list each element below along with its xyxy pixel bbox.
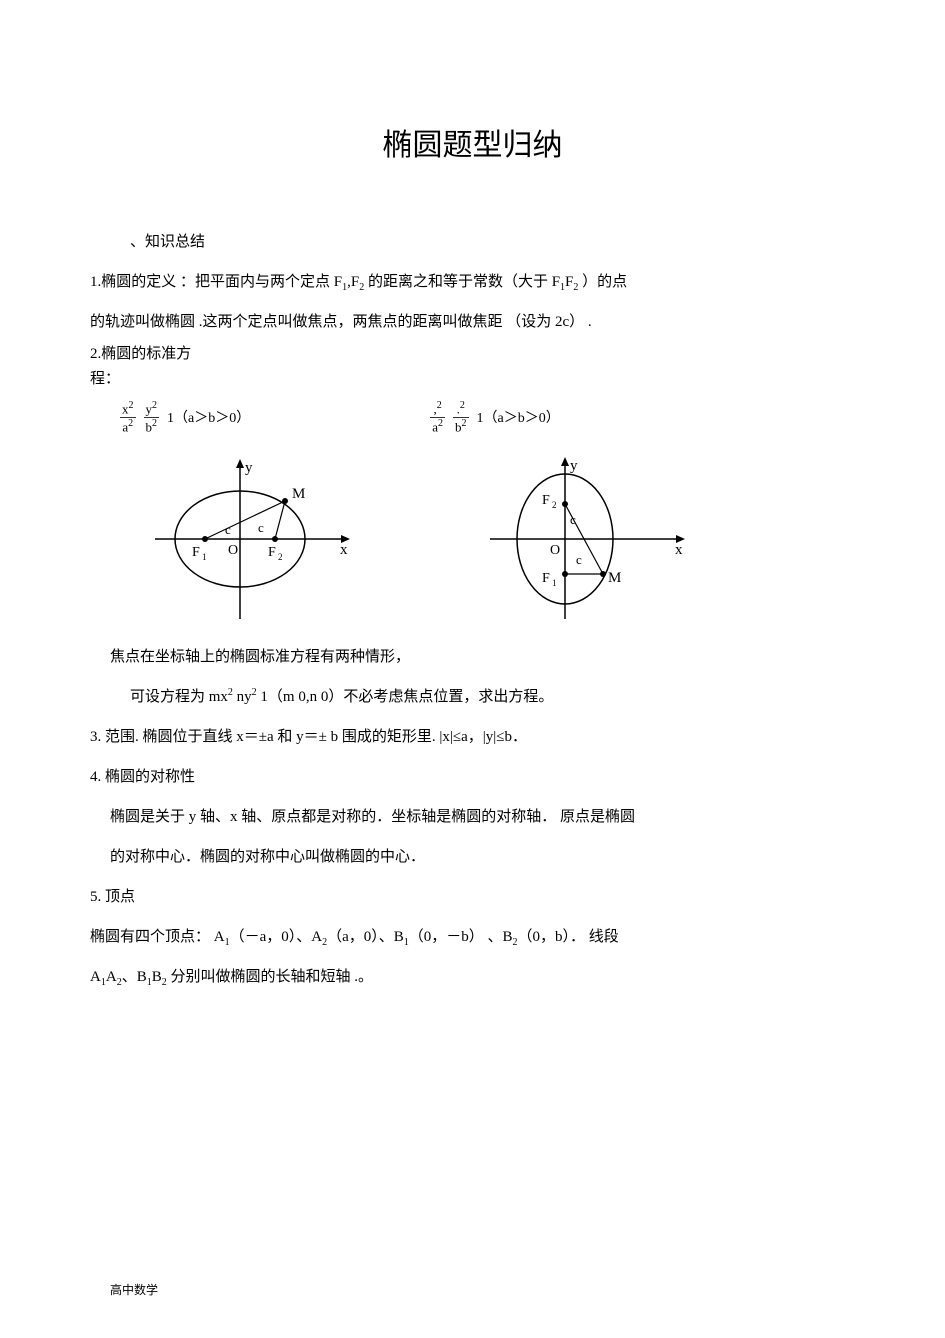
diagram-row: y x O F1 F2 M c c y x O F2 F1 M c c (150, 454, 855, 629)
txt: （－a，0）、A (230, 929, 323, 945)
svg-text:y: y (570, 458, 578, 474)
item-5: 5. 顶点 (90, 879, 855, 915)
section-heading: 、知识总结 (90, 224, 855, 260)
txt: 、B (122, 969, 147, 985)
txt: 可设方程为 mx (130, 689, 228, 705)
note-1: 焦点在坐标轴上的椭圆标准方程有两种情形， (90, 639, 855, 675)
svg-text:1: 1 (552, 578, 557, 588)
item-3: 3. 范围. 椭圆位于直线 x＝±a 和 y＝± b 围成的矩形里. |x|≤a… (90, 719, 855, 755)
svg-text:F: F (542, 493, 550, 508)
equation-2: ,2a2 .2b2 1（a＞b＞0） (430, 400, 560, 434)
svg-text:F: F (268, 545, 276, 560)
svg-text:F: F (542, 571, 550, 586)
equation-1: x2a2 y2b2 1（a＞b＞0） (120, 400, 250, 434)
txt: 1.椭圆的定义 ：把平面内与两个定点 F (90, 274, 342, 290)
item-4: 4. 椭圆的对称性 (90, 759, 855, 795)
item-5-body-2: A1A2、B1B2 分别叫做椭圆的长轴和短轴 .。 (90, 959, 855, 995)
svg-text:O: O (550, 543, 560, 558)
fraction: y2b2 (144, 400, 160, 434)
svg-text:x: x (675, 542, 683, 558)
txt: 椭圆有四个顶点： A (90, 929, 225, 945)
std-eq-heading: 2.椭圆的标准方 (90, 344, 855, 365)
svg-text:c: c (258, 520, 264, 535)
txt: （a，0）、B (327, 929, 404, 945)
txt: B (152, 969, 162, 985)
svg-text:F: F (192, 545, 200, 560)
svg-text:y: y (245, 460, 253, 476)
svg-text:c: c (225, 522, 231, 537)
definition-line-1b: 的轨迹叫做椭圆 .这两个定点叫做焦点，两焦点的距离叫做焦距 （设为 2c） . (90, 304, 855, 340)
fraction: .2b2 (453, 400, 469, 434)
txt: A (106, 969, 117, 985)
item-4-body-b: 的对称中心．椭圆的对称中心叫做椭圆的中心． (90, 839, 855, 875)
fraction: ,2a2 (430, 400, 445, 434)
txt: ）的点 (578, 274, 627, 290)
txt: （0，b）． 线段 (518, 929, 619, 945)
definition-line-1: 1.椭圆的定义 ：把平面内与两个定点 F1,F2 的距离之和等于常数（大于 F1… (90, 264, 855, 300)
txt: ,F (347, 274, 359, 290)
svg-text:2: 2 (278, 552, 283, 562)
txt: A (90, 969, 101, 985)
txt: （0，－b） 、B (409, 929, 513, 945)
fraction: x2a2 (120, 400, 136, 434)
txt: 1（m 0,n 0）不必考虑焦点位置，求出方程。 (257, 689, 554, 705)
eq-tail: 1（a＞b＞0） (167, 407, 250, 427)
page-title: 椭圆题型归纳 (90, 120, 855, 164)
eq-tail: 1（a＞b＞0） (477, 407, 560, 427)
std-eq-heading-b: 程： (90, 369, 855, 390)
txt: 分别叫做椭圆的长轴和短轴 .。 (167, 969, 373, 985)
svg-text:c: c (576, 552, 582, 567)
svg-text:1: 1 (202, 552, 207, 562)
svg-text:O: O (228, 543, 238, 558)
txt: 的距离之和等于常数（大于 F (364, 274, 560, 290)
svg-text:x: x (340, 542, 348, 558)
svg-text:2: 2 (552, 500, 557, 510)
svg-text:M: M (292, 486, 305, 502)
item-4-body: 椭圆是关于 y 轴、x 轴、原点都是对称的．坐标轴是椭圆的对称轴． 原点是椭圆 (90, 799, 855, 835)
txt: ny (233, 689, 252, 705)
ellipse-diagram-vertical: y x O F2 F1 M c c (480, 454, 700, 629)
note-2: 可设方程为 mx2 ny2 1（m 0,n 0）不必考虑焦点位置，求出方程。 (90, 679, 855, 715)
svg-text:c: c (570, 512, 576, 527)
footer-text: 高中数学 (110, 1281, 158, 1298)
ellipse-diagram-horizontal: y x O F1 F2 M c c (150, 454, 360, 629)
item-5-body: 椭圆有四个顶点： A1（－a，0）、A2（a，0）、B1（0，－b） 、B2（0… (90, 919, 855, 955)
svg-text:M: M (608, 570, 621, 586)
equation-row: x2a2 y2b2 1（a＞b＞0） ,2a2 .2b2 1（a＞b＞0） (120, 400, 855, 434)
